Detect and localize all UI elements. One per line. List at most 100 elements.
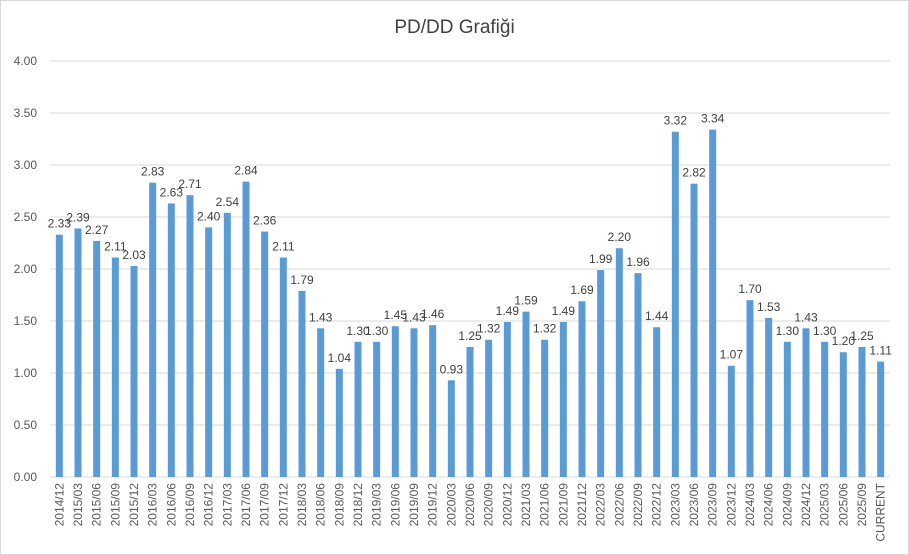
data-label: 1.25 (458, 329, 482, 343)
x-tick-label: 2016/03 (146, 483, 160, 527)
y-tick-label: 1.00 (14, 366, 38, 380)
bar (653, 327, 661, 477)
data-label: 1.99 (589, 252, 613, 266)
bar (503, 322, 511, 477)
bar (354, 341, 362, 477)
bar (335, 368, 343, 477)
y-tick-label: 2.50 (14, 210, 38, 224)
x-tick-label: 2024/12 (799, 483, 813, 527)
bar (466, 347, 474, 477)
data-label: 1.70 (738, 282, 762, 296)
bar (541, 339, 549, 477)
data-label: 1.11 (869, 344, 892, 358)
data-labels: 2.332.392.272.112.032.832.632.712.402.54… (48, 112, 893, 377)
x-tick-label: 2017/03 (220, 483, 234, 527)
x-tick-label: 2020/09 (482, 483, 496, 527)
y-tick-label: 0.50 (14, 418, 38, 432)
data-label: 1.59 (514, 294, 538, 308)
bar (821, 341, 829, 477)
data-label: 0.93 (440, 362, 464, 376)
bar (447, 380, 455, 477)
x-tick-label: 2014/12 (52, 483, 66, 527)
data-label: 1.49 (552, 304, 576, 318)
data-label: 1.30 (776, 324, 800, 338)
x-tick-label: 2020/03 (444, 483, 458, 527)
bar (279, 257, 287, 477)
data-label: 2.36 (253, 214, 277, 228)
data-label: 1.43 (794, 310, 818, 324)
x-tick-label: 2018/06 (314, 483, 328, 527)
bar (298, 290, 306, 477)
bar (634, 273, 642, 477)
y-tick-label: 4.00 (14, 54, 38, 68)
bar (615, 248, 623, 477)
x-tick-label: 2017/06 (239, 483, 253, 527)
x-tick-label: 2016/12 (202, 483, 216, 527)
data-label: 1.32 (533, 322, 557, 336)
data-label: 1.43 (309, 310, 333, 324)
data-label: 2.63 (160, 185, 184, 199)
x-tick-label: 2017/12 (276, 483, 290, 527)
x-tick-label: 2017/09 (258, 483, 272, 527)
bar (317, 328, 325, 477)
data-label: 1.44 (645, 309, 669, 323)
data-label: 2.71 (178, 177, 202, 191)
data-label: 1.46 (421, 307, 445, 321)
bar (727, 365, 735, 477)
x-tick-label: 2019/12 (426, 483, 440, 527)
x-tick-label: 2016/09 (183, 483, 197, 527)
y-tick-label: 3.50 (14, 106, 38, 120)
bar (802, 328, 810, 477)
bar (410, 328, 418, 477)
data-label: 2.11 (104, 240, 127, 254)
x-tick-label: 2015/09 (108, 483, 122, 527)
data-label: 3.32 (664, 114, 688, 128)
data-label: 2.40 (197, 209, 221, 223)
data-label: 1.25 (850, 329, 874, 343)
bar (783, 341, 791, 477)
x-tick-label: 2022/09 (631, 483, 645, 527)
data-label: 2.33 (48, 217, 72, 231)
data-label: 1.53 (757, 300, 781, 314)
x-tick-label: 2021/09 (556, 483, 570, 527)
data-label: 2.84 (234, 164, 258, 178)
bar (429, 325, 437, 477)
y-tick-label: 0.00 (14, 470, 38, 484)
x-tick-label: 2019/06 (388, 483, 402, 527)
x-tick-label: 2015/12 (127, 483, 141, 527)
x-tick-label: 2022/06 (612, 483, 626, 527)
y-tick-label: 3.00 (14, 158, 38, 172)
bar (223, 212, 231, 477)
bar (111, 257, 119, 477)
data-label: 2.11 (272, 240, 295, 254)
x-tick-label: 2023/12 (724, 483, 738, 527)
x-tick-label: 2025/03 (818, 483, 832, 527)
x-tick-label: 2025/09 (855, 483, 869, 527)
data-label: 2.27 (85, 223, 109, 237)
data-label: 2.03 (122, 248, 146, 262)
bar (858, 347, 866, 477)
x-tick-label: 2021/06 (538, 483, 552, 527)
x-tick-label: 2016/06 (164, 483, 178, 527)
x-tick-label: 2020/06 (463, 483, 477, 527)
data-label: 1.04 (328, 351, 352, 365)
x-tick-label: 2019/09 (407, 483, 421, 527)
x-tick-label: 2025/06 (836, 483, 850, 527)
bar (839, 352, 847, 477)
bar (391, 326, 399, 477)
data-label: 1.30 (813, 324, 837, 338)
data-label: 1.30 (346, 324, 370, 338)
data-label: 2.20 (608, 230, 632, 244)
data-label: 1.07 (720, 348, 744, 362)
bar (205, 227, 213, 477)
bar (709, 129, 717, 477)
x-tick-label: 2023/09 (706, 483, 720, 527)
x-tick-label: 2015/06 (90, 483, 104, 527)
bar (130, 265, 138, 477)
x-tick-label: CURRENT (874, 482, 888, 541)
x-tick-label: 2018/12 (351, 483, 365, 527)
data-label: 1.49 (496, 304, 520, 318)
data-label: 1.45 (384, 308, 408, 322)
x-tick-label: 2022/12 (650, 483, 664, 527)
data-label: 1.30 (365, 324, 389, 338)
